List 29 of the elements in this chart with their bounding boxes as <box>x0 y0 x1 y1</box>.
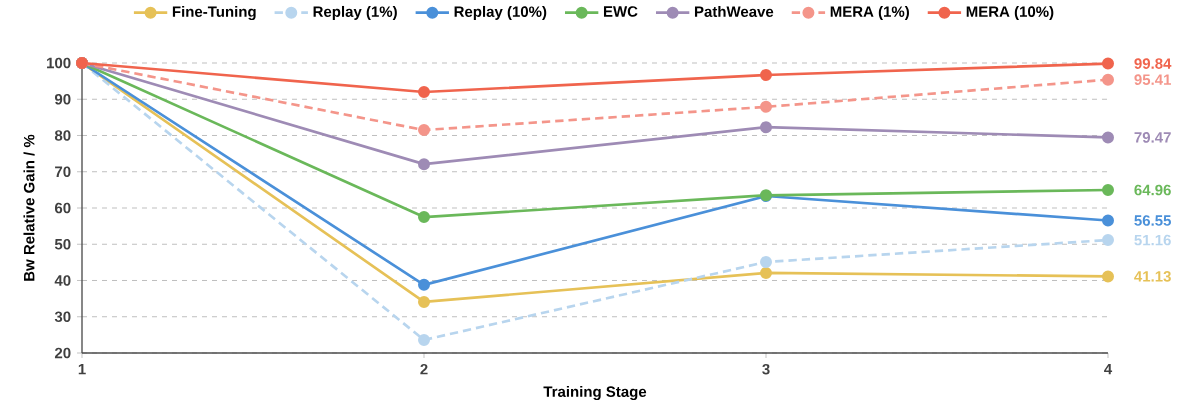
y-tick-label: 50 <box>54 238 71 250</box>
data-label: 56.55 <box>1134 215 1171 226</box>
y-tick-label: 60 <box>54 202 71 214</box>
x-tick-label: 1 <box>78 363 86 375</box>
x-axis-title: Training Stage <box>543 385 647 401</box>
legend-label: PathWeave <box>694 5 774 17</box>
legend-label: Replay (1%) <box>313 5 397 20</box>
y-tick-label: 100 <box>47 57 71 69</box>
data-label: 64.96 <box>1134 184 1171 196</box>
data-label: 79.47 <box>1134 132 1171 143</box>
legend-label: Replay (10%) <box>454 5 547 20</box>
data-label: 95.41 <box>1134 74 1171 85</box>
y-tick-label: 30 <box>54 311 71 323</box>
y-axis-title: Bw Relative Gain / % <box>23 134 35 281</box>
y-tick-label: 90 <box>54 93 71 105</box>
y-tick-label: 70 <box>55 166 71 178</box>
data-label: 41.13 <box>1134 271 1171 282</box>
x-tick-label: 2 <box>420 363 428 375</box>
legend-label: MERA (10%) <box>966 5 1054 20</box>
x-tick-label: 4 <box>1104 363 1113 375</box>
legend-label: MERA (1%) <box>830 5 909 20</box>
y-tick-label: 40 <box>54 275 71 286</box>
y-tick-label: 80 <box>54 130 71 141</box>
legend-label: EWC <box>603 6 638 17</box>
x-tick-label: 3 <box>762 363 770 375</box>
data-label: 99.84 <box>1134 58 1172 69</box>
legend-label: Fine-Tuning <box>172 5 256 21</box>
y-tick-label: 20 <box>54 347 71 359</box>
data-label: 51.16 <box>1134 234 1171 246</box>
